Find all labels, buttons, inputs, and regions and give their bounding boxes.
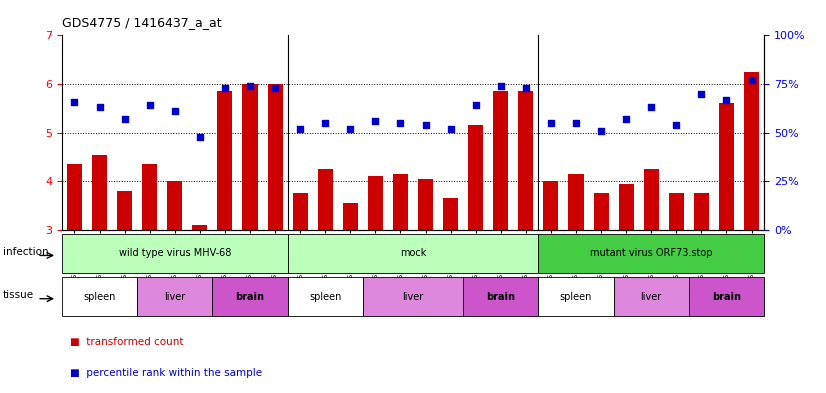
Point [268, 85, 282, 91]
Text: ■  percentile rank within the sample: ■ percentile rank within the sample [70, 368, 263, 378]
Point [469, 102, 482, 108]
Bar [62, 277, 137, 316]
Point [569, 120, 582, 126]
Point [620, 116, 633, 122]
Bar [443, 198, 458, 230]
Bar [619, 184, 634, 230]
Bar [468, 125, 483, 230]
Bar [192, 225, 207, 230]
Point [293, 126, 306, 132]
Text: brain: brain [235, 292, 264, 302]
Point [143, 102, 156, 108]
Bar [287, 277, 363, 316]
Text: liver: liver [402, 292, 424, 302]
Bar [292, 193, 307, 230]
Text: wild type virus MHV-68: wild type virus MHV-68 [119, 248, 231, 259]
Text: brain: brain [487, 292, 515, 302]
Bar [643, 169, 659, 230]
Text: spleen: spleen [309, 292, 341, 302]
Bar [689, 277, 764, 316]
Bar [287, 234, 539, 273]
Point [419, 122, 432, 128]
Bar [463, 277, 539, 316]
Bar [142, 164, 157, 230]
Bar [544, 181, 558, 230]
Bar [368, 176, 383, 230]
Text: brain: brain [712, 292, 741, 302]
Point [394, 120, 407, 126]
Bar [243, 84, 258, 230]
Point [719, 96, 733, 103]
Bar [67, 164, 82, 230]
Bar [539, 277, 614, 316]
Bar [614, 277, 689, 316]
Point [494, 83, 507, 89]
Bar [694, 193, 709, 230]
Bar [744, 72, 759, 230]
Bar [318, 169, 333, 230]
Text: mock: mock [400, 248, 426, 259]
Bar [519, 91, 534, 230]
Point [368, 118, 382, 124]
Bar [568, 174, 583, 230]
Text: infection: infection [3, 246, 49, 257]
Bar [539, 234, 764, 273]
Point [193, 133, 206, 140]
Point [218, 85, 231, 91]
Text: liver: liver [164, 292, 185, 302]
Text: liver: liver [641, 292, 662, 302]
Bar [92, 154, 107, 230]
Bar [62, 234, 287, 273]
Point [244, 83, 257, 89]
Bar [719, 103, 734, 230]
Point [93, 104, 107, 110]
Bar [669, 193, 684, 230]
Point [169, 108, 182, 114]
Point [695, 90, 708, 97]
Point [319, 120, 332, 126]
Bar [363, 277, 463, 316]
Point [745, 77, 758, 83]
Bar [393, 174, 408, 230]
Bar [594, 193, 609, 230]
Bar [493, 91, 508, 230]
Point [520, 85, 533, 91]
Text: spleen: spleen [83, 292, 116, 302]
Text: spleen: spleen [560, 292, 592, 302]
Point [544, 120, 558, 126]
Bar [137, 277, 212, 316]
Point [670, 122, 683, 128]
Text: GDS4775 / 1416437_a_at: GDS4775 / 1416437_a_at [62, 16, 221, 29]
Bar [418, 179, 433, 230]
Bar [212, 277, 287, 316]
Point [644, 104, 657, 110]
Bar [343, 203, 358, 230]
Point [595, 128, 608, 134]
Point [344, 126, 357, 132]
Text: tissue: tissue [3, 290, 34, 300]
Bar [268, 84, 282, 230]
Bar [217, 91, 232, 230]
Bar [117, 191, 132, 230]
Text: ■  transformed count: ■ transformed count [70, 337, 183, 347]
Point [68, 98, 81, 105]
Point [444, 126, 458, 132]
Bar [167, 181, 183, 230]
Text: mutant virus ORF73.stop: mutant virus ORF73.stop [590, 248, 713, 259]
Point [118, 116, 131, 122]
